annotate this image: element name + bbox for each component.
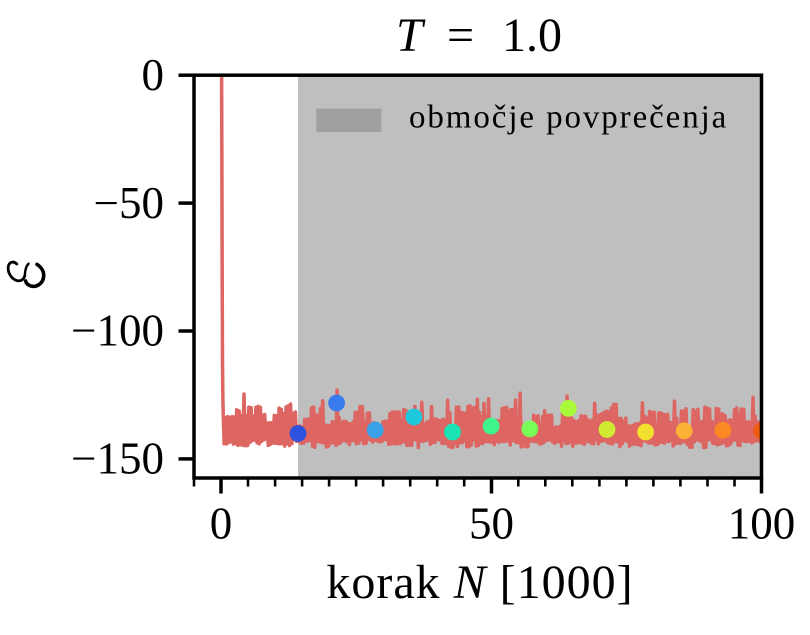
svg-text:100: 100 bbox=[728, 499, 796, 549]
svg-text:0: 0 bbox=[142, 50, 165, 100]
svg-text:korak N [1000]: korak N [1000] bbox=[326, 556, 633, 609]
svg-text:50: 50 bbox=[469, 499, 514, 549]
svg-text:−100: −100 bbox=[71, 306, 164, 356]
svg-text:0: 0 bbox=[210, 499, 233, 549]
svg-text:T: T bbox=[396, 9, 426, 62]
svg-text:območje povprečenja: območje povprečenja bbox=[409, 100, 728, 136]
svg-text:1.0: 1.0 bbox=[502, 9, 562, 62]
svg-text:−150: −150 bbox=[71, 434, 164, 484]
svg-text:−50: −50 bbox=[94, 178, 164, 228]
svg-text:=: = bbox=[447, 9, 474, 62]
